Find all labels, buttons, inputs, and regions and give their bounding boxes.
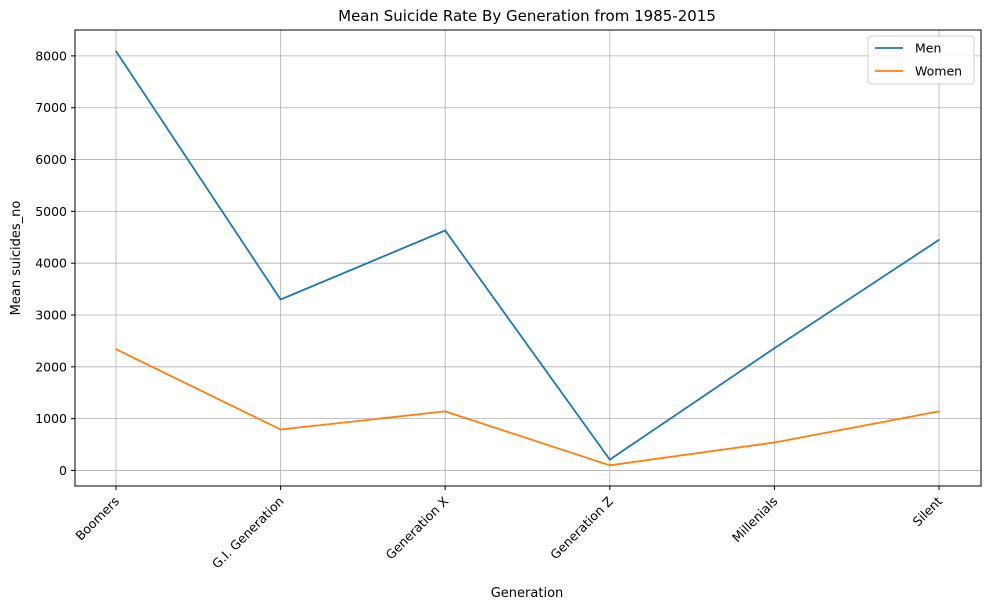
data-point-men	[115, 50, 117, 53]
x-tick-label: Millenials	[729, 494, 781, 546]
x-tick-label: Boomers	[72, 494, 122, 544]
y-tick-label: 2000	[35, 359, 67, 374]
y-tick-label: 7000	[35, 100, 67, 115]
y-tick-label: 4000	[35, 256, 67, 271]
axes: Boomers G.I. Generation Generation X Genera…	[35, 48, 945, 571]
legend-label-women: Women	[915, 64, 962, 79]
x-axis-label: Generation	[491, 586, 564, 601]
data-point-women	[773, 441, 776, 444]
data-point-men	[608, 458, 611, 461]
series-lines	[115, 50, 940, 467]
data-point-men	[773, 347, 776, 350]
chart-title: Mean Suicide Rate By Generation from 198…	[338, 7, 716, 25]
y-tick-label: 0	[59, 463, 67, 478]
series-line-women	[115, 348, 940, 467]
y-tick-label: 3000	[35, 308, 67, 323]
y-tick-label: 1000	[35, 411, 67, 426]
plot-frame	[74, 29, 982, 487]
legend-label-men: Men	[915, 41, 941, 56]
data-point-women	[608, 464, 611, 467]
y-axis-label: Mean suicides_no	[9, 201, 24, 316]
data-point-men	[279, 298, 282, 301]
data-point-women	[115, 348, 117, 351]
x-tick-label: Silent	[909, 493, 945, 529]
x-tick-label: Generation Z	[547, 494, 616, 563]
grid-lines	[75, 30, 981, 486]
data-point-men	[444, 229, 447, 232]
legend: Men Women	[867, 35, 975, 85]
y-tick-label: 6000	[35, 152, 67, 167]
data-point-men	[938, 238, 940, 241]
series-line-men	[115, 50, 940, 461]
x-tick-label: Generation X	[383, 493, 452, 562]
y-tick-label: 5000	[35, 204, 67, 219]
y-tick-label: 8000	[35, 48, 67, 63]
data-point-women	[938, 410, 940, 413]
data-point-women	[279, 428, 282, 431]
x-tick-label: G.I. Generation	[209, 494, 287, 572]
data-point-women	[444, 410, 447, 413]
